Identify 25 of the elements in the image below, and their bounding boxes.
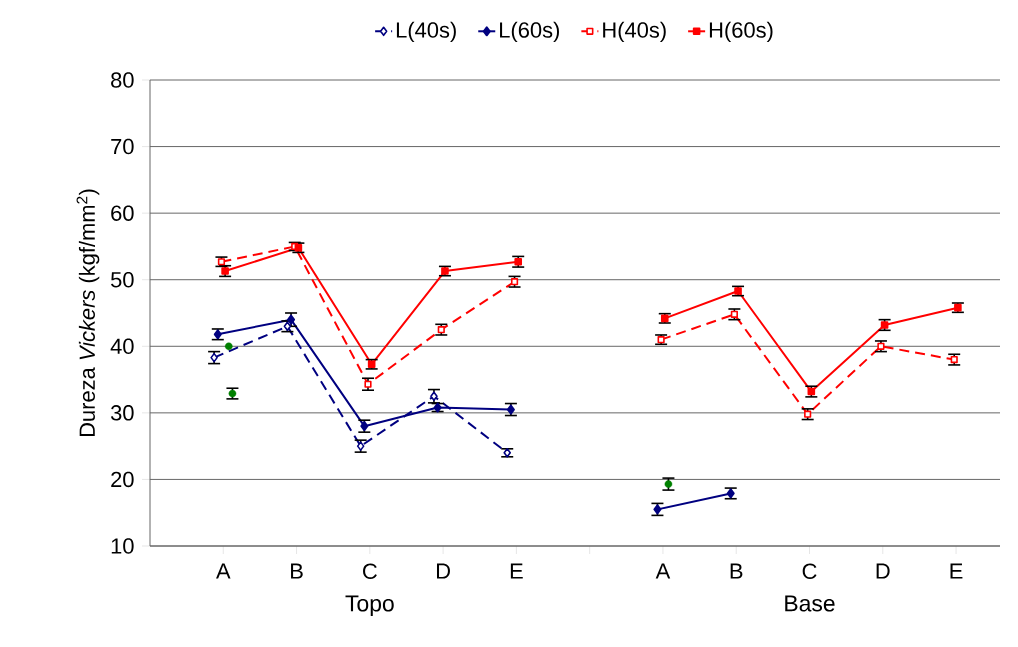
legend-label: H(60s) [709,21,773,43]
x-tick-label: C [363,563,377,580]
x-tick-label: E [950,563,963,579]
x-tick-label: D [436,563,450,579]
x-tick-label: A [655,563,671,579]
y-tick-label: 50 [110,271,134,288]
y-tick-label: 20 [111,471,134,488]
y-tick-label: 60 [111,205,134,221]
x-tick-label: D [876,563,890,579]
x-tick-label: C [802,563,817,580]
y-tick-label: 40 [110,338,134,355]
x-tick-label: B [730,563,743,579]
legend-label: L(60s) [500,21,559,43]
y-tick-label: 80 [111,72,134,88]
text: Topo [345,595,394,617]
x-tick-label: B [291,563,303,579]
y-tick-label: 30 [110,405,134,421]
y-axis-title: Dureza Vickers (kgf/mm$^{2}$) [76,189,100,437]
x-tick-label: A [216,563,231,579]
y-tick-label: 70 [111,138,134,155]
y-tick-label: 10 [111,538,134,554]
legend-label: L(40s) [396,21,456,43]
legend-label: H(40s) [603,21,666,43]
x-tick-label: E [510,563,523,579]
text: Base [785,595,835,612]
